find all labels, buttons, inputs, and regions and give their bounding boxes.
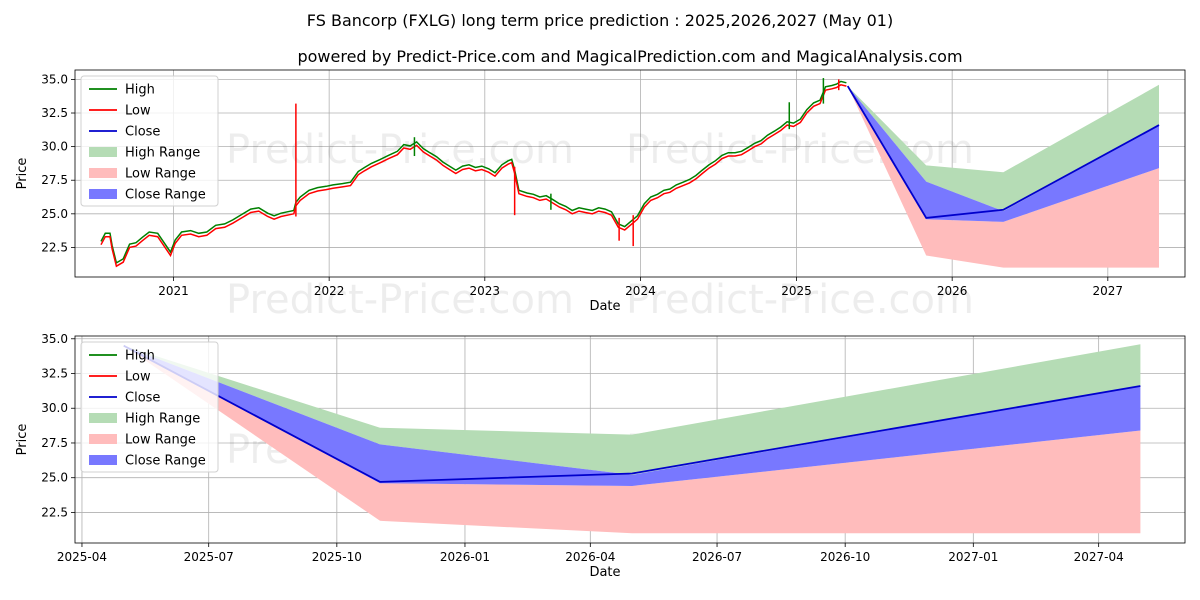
legend-label: Low Range — [125, 433, 196, 448]
legend-label: Low Range — [125, 167, 196, 182]
x-tick-label: 2027-04 — [1074, 550, 1124, 564]
x-tick-label: 2026-04 — [565, 550, 615, 564]
low-range-band — [847, 86, 1159, 268]
legend-label: High — [125, 83, 155, 98]
watermark-text: Predict-Price.com — [626, 277, 974, 323]
axes-frame — [74, 69, 1186, 278]
legend-label: Low — [125, 104, 151, 119]
legend-patch-swatch — [89, 434, 117, 444]
close-forecast-line — [846, 85, 1160, 219]
x-tick-label: 2026-01 — [440, 550, 490, 564]
chart-subtitle: powered by Predict-Price.com and Magical… — [297, 47, 962, 66]
x-axis-label: Date — [589, 565, 620, 580]
x-tick-label: 2026 — [937, 284, 968, 298]
y-tick-label: 30.0 — [41, 140, 68, 154]
x-tick-label: 2021 — [158, 284, 189, 298]
y-tick-label: 22.5 — [41, 505, 68, 519]
x-axis-label: Date — [589, 299, 620, 314]
close-range-band — [123, 345, 1141, 486]
watermark-text: Predict-Price.com — [226, 277, 574, 323]
legend-label: High — [125, 349, 155, 364]
close-forecast-line — [123, 344, 1141, 483]
y-tick-label: 35.0 — [41, 332, 68, 346]
chart-title: FS Bancorp (FXLG) long term price predic… — [307, 11, 893, 30]
legend-patch-swatch — [89, 413, 117, 423]
legend-patch-swatch — [89, 147, 117, 157]
x-tick-label: 2026-07 — [692, 550, 742, 564]
plot-area — [123, 344, 1141, 534]
axes-frame — [74, 335, 1186, 544]
legend-label: Close — [125, 391, 160, 406]
y-axis-label: Price — [15, 424, 30, 456]
x-tick-label: 2026-10 — [820, 550, 870, 564]
close-range-band — [847, 86, 1159, 222]
long-term-panel: 2021 2022 2023 2024 2025 2026 2027 22.5 25.0 27.5… — [15, 69, 1186, 323]
high-range-band — [123, 344, 1141, 475]
legend-label: High Range — [125, 412, 200, 427]
y-tick-label: 22.5 — [41, 240, 68, 254]
x-tick-label: 2025-07 — [184, 550, 234, 564]
legend-patch-swatch — [89, 189, 117, 199]
legend-label: High Range — [125, 146, 200, 161]
low-series-line — [100, 83, 847, 268]
y-tick-label: 32.5 — [41, 367, 68, 381]
high-range-band — [847, 84, 1159, 212]
x-tick-label: 2027 — [1093, 284, 1124, 298]
high-series-line — [100, 80, 847, 265]
legend-patch-swatch — [89, 455, 117, 465]
legend-label: Low — [125, 370, 151, 385]
y-tick-label: 25.0 — [41, 207, 68, 221]
y-tick-label: 27.5 — [41, 436, 68, 450]
plot-area — [100, 78, 1160, 268]
legend-patch-swatch — [89, 168, 117, 178]
watermark-text: Predict-Price.com — [226, 127, 574, 173]
legend-label: Close Range — [125, 188, 206, 203]
low-range-band — [123, 345, 1141, 534]
y-tick-label: 35.0 — [41, 72, 68, 86]
x-tick-label: 2023 — [470, 284, 501, 298]
y-axis-label: Price — [15, 158, 30, 190]
y-tick-label: 30.0 — [41, 401, 68, 415]
legend-label: Close — [125, 125, 160, 140]
legend-label: Close Range — [125, 454, 206, 469]
x-tick-label: 2022 — [314, 284, 345, 298]
x-tick-label: 2024 — [625, 284, 656, 298]
y-tick-label: 32.5 — [41, 106, 68, 120]
x-tick-label: 2025 — [781, 284, 812, 298]
x-tick-label: 2025-10 — [312, 550, 362, 564]
y-tick-label: 27.5 — [41, 173, 68, 187]
y-tick-label: 25.0 — [41, 471, 68, 485]
x-tick-label: 2027-01 — [948, 550, 998, 564]
forecast-zoom-panel: 2025-04 2025-07 2025-10 2026-01 2026-04 2026-… — [15, 332, 1186, 580]
x-tick-label: 2025-04 — [57, 550, 107, 564]
